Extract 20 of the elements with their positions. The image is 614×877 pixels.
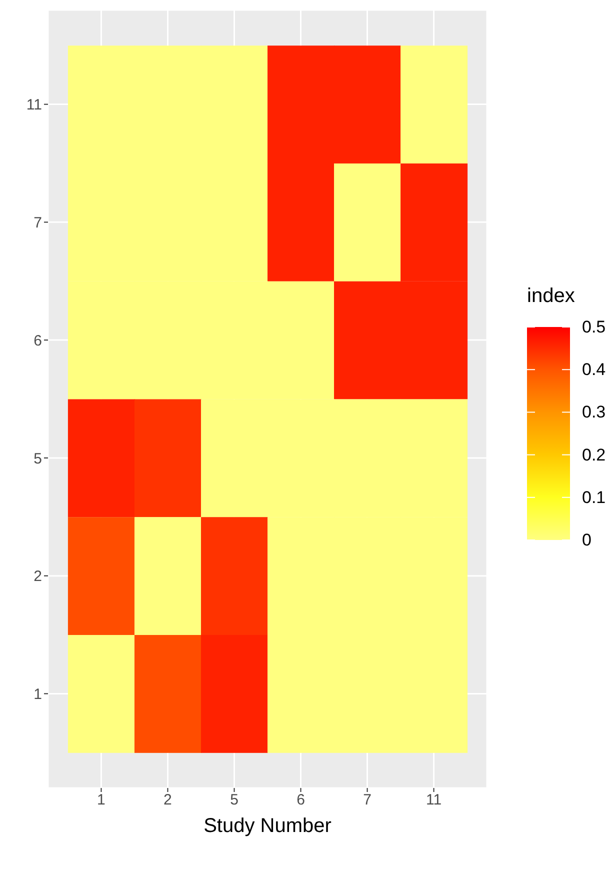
x-tick-label: 1 <box>97 792 106 809</box>
y-tick-label: 7 <box>34 214 42 232</box>
color-bar-label: 0.2 <box>582 445 606 464</box>
y-tick-label: 2 <box>34 568 42 586</box>
color-bar-label: 0.4 <box>582 360 606 380</box>
color-bar-label: 0.1 <box>582 488 606 507</box>
y-tick-label: 6 <box>34 332 42 350</box>
color-bar-label: 0.5 <box>582 318 606 336</box>
x-tick-label: 7 <box>363 792 372 809</box>
y-tick-label: 11 <box>26 96 42 114</box>
x-tick-label: 6 <box>296 792 305 809</box>
x-tick-label: 2 <box>164 792 172 809</box>
x-tick-label: 11 <box>426 792 442 809</box>
x-axis-title: Study Number <box>204 815 332 838</box>
color-bar-label: 0.3 <box>582 402 606 422</box>
y-tick-label: 5 <box>34 450 42 468</box>
x-tick-label: 5 <box>230 792 238 809</box>
color-bar-label: 0 <box>582 530 592 550</box>
y-tick-label: 1 <box>34 686 42 704</box>
color-bar-title: index <box>527 285 575 308</box>
